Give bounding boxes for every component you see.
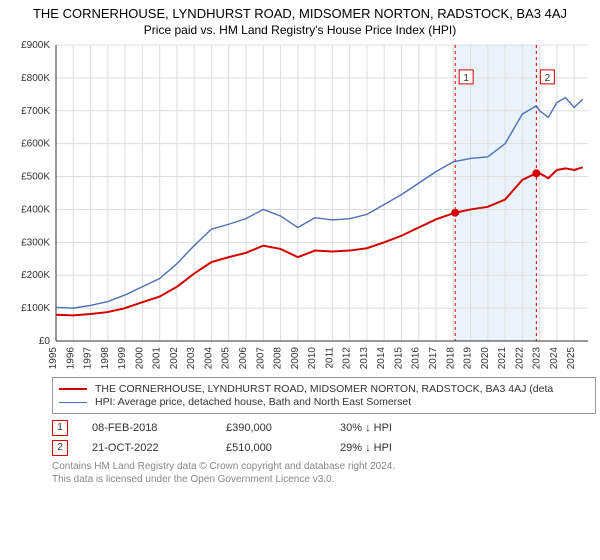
event-date: 21-OCT-2022 [92, 442, 202, 454]
svg-text:£700K: £700K [21, 106, 50, 117]
svg-text:2006: 2006 [238, 347, 249, 370]
svg-text:£300K: £300K [21, 237, 50, 248]
svg-text:2023: 2023 [532, 347, 543, 370]
svg-text:2011: 2011 [324, 347, 335, 369]
svg-text:2016: 2016 [411, 347, 422, 370]
svg-text:£0: £0 [39, 336, 51, 347]
svg-text:2013: 2013 [359, 347, 370, 370]
event-date: 08-FEB-2018 [92, 422, 202, 434]
legend-label: THE CORNERHOUSE, LYNDHURST ROAD, MIDSOME… [95, 383, 553, 395]
svg-text:2015: 2015 [393, 347, 404, 370]
chart-title: THE CORNERHOUSE, LYNDHURST ROAD, MIDSOME… [8, 6, 592, 21]
svg-text:1: 1 [463, 73, 469, 84]
svg-text:2004: 2004 [203, 347, 214, 370]
attribution: Contains HM Land Registry data © Crown c… [52, 460, 588, 486]
svg-text:2018: 2018 [445, 347, 456, 370]
svg-text:£900K: £900K [21, 41, 50, 51]
svg-text:2007: 2007 [255, 347, 266, 370]
svg-text:£200K: £200K [21, 270, 50, 281]
svg-text:2024: 2024 [549, 347, 560, 370]
svg-text:1997: 1997 [83, 347, 94, 370]
event-delta: 29% ↓ HPI [340, 442, 440, 454]
svg-text:2002: 2002 [169, 347, 180, 370]
legend-item: HPI: Average price, detached house, Bath… [59, 396, 589, 408]
svg-text:1998: 1998 [100, 347, 111, 370]
legend: THE CORNERHOUSE, LYNDHURST ROAD, MIDSOME… [52, 377, 596, 414]
svg-text:2012: 2012 [342, 347, 353, 370]
event-marker: 1 [52, 420, 68, 436]
price-line-chart: £0 £100K £200K £300K £400K £500K £600K £700K £80… [8, 41, 592, 371]
attribution-line: This data is licensed under the Open Gov… [52, 473, 588, 486]
chart-subtitle: Price paid vs. HM Land Registry's House … [8, 23, 592, 37]
event-table: 1 08-FEB-2018 £390,000 30% ↓ HPI 2 21-OCT-202… [52, 420, 588, 456]
legend-label: HPI: Average price, detached house, Bath… [95, 396, 411, 408]
event-price: £510,000 [226, 442, 316, 454]
svg-text:1999: 1999 [117, 347, 128, 370]
event-price: £390,000 [226, 422, 316, 434]
event-row: 1 08-FEB-2018 £390,000 30% ↓ HPI [52, 420, 588, 436]
svg-text:2014: 2014 [376, 347, 387, 370]
svg-text:£100K: £100K [21, 303, 50, 314]
svg-text:2021: 2021 [497, 347, 508, 370]
svg-text:2020: 2020 [480, 347, 491, 370]
svg-text:2008: 2008 [273, 347, 284, 370]
svg-text:1995: 1995 [48, 347, 59, 370]
svg-text:2010: 2010 [307, 347, 318, 370]
svg-text:2017: 2017 [428, 347, 439, 370]
event-row: 2 21-OCT-2022 £510,000 29% ↓ HPI [52, 440, 588, 456]
legend-item: THE CORNERHOUSE, LYNDHURST ROAD, MIDSOME… [59, 383, 589, 395]
svg-text:2003: 2003 [186, 347, 197, 370]
svg-text:2025: 2025 [566, 347, 577, 370]
svg-text:2019: 2019 [463, 347, 474, 370]
svg-text:2005: 2005 [221, 347, 232, 370]
svg-text:2009: 2009 [290, 347, 301, 370]
attribution-line: Contains HM Land Registry data © Crown c… [52, 460, 588, 473]
svg-text:£500K: £500K [21, 172, 50, 183]
svg-text:£400K: £400K [21, 204, 50, 215]
svg-text:2: 2 [545, 73, 551, 84]
svg-text:£800K: £800K [21, 73, 50, 84]
svg-text:£600K: £600K [21, 139, 50, 150]
legend-swatch [59, 402, 87, 403]
event-delta: 30% ↓ HPI [340, 422, 440, 434]
svg-text:1996: 1996 [65, 347, 76, 370]
svg-text:2001: 2001 [152, 347, 163, 370]
svg-text:2022: 2022 [514, 347, 525, 370]
svg-text:2000: 2000 [134, 347, 145, 370]
event-marker: 2 [52, 440, 68, 456]
legend-swatch [59, 388, 87, 390]
